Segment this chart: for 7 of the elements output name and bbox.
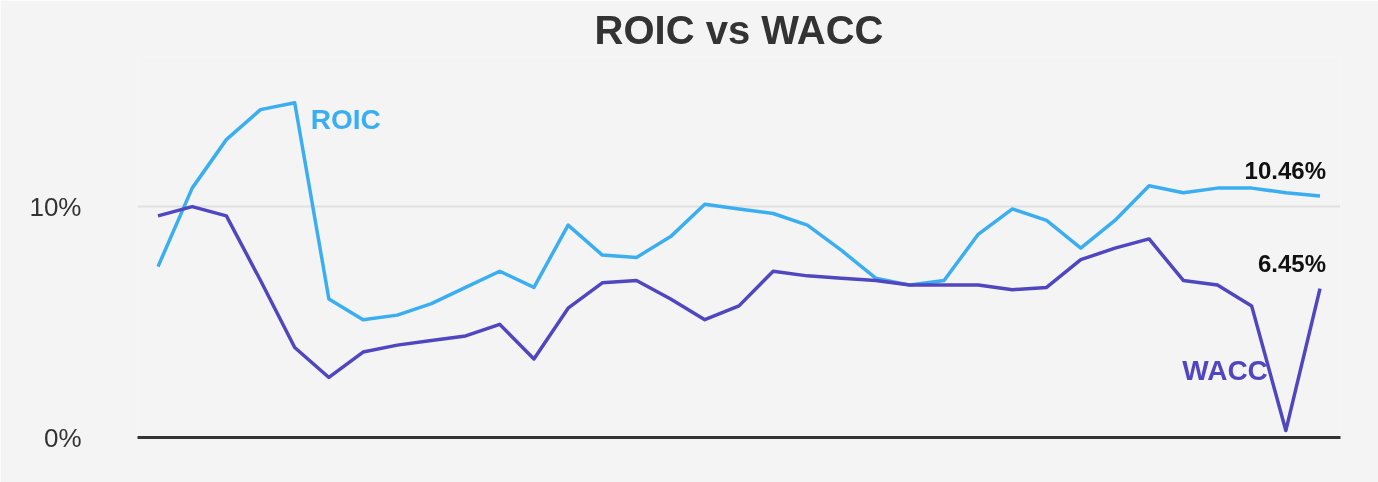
series-label: WACC — [1182, 354, 1268, 386]
y-tick-label: 0% — [43, 422, 82, 453]
y-tick-label: 10% — [29, 191, 82, 222]
data-label: 6.45% — [1257, 249, 1327, 277]
series-label: ROIC — [310, 103, 381, 135]
data-label: 10.46% — [1244, 156, 1326, 184]
chart-title: ROIC vs WACC — [594, 7, 884, 52]
